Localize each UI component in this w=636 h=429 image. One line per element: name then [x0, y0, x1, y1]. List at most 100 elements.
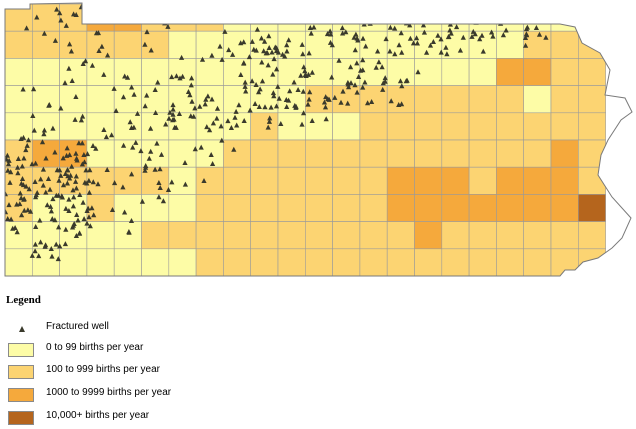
grid-cell [5, 112, 33, 141]
fractured-well-marker [152, 166, 158, 172]
fractured-well-marker [201, 12, 207, 18]
fractured-well-marker [163, 121, 169, 127]
grid-cell [31, 58, 60, 86]
fractured-well-marker [33, 160, 39, 166]
fractured-well-marker [295, 87, 301, 92]
grid-cell [359, 166, 388, 195]
grid-cell [277, 166, 306, 195]
grid-cell [468, 166, 497, 195]
fractured-well-marker [82, 58, 89, 64]
fractured-well-marker [160, 198, 166, 204]
grid-cell [332, 221, 361, 250]
fractured-well-marker [477, 14, 483, 20]
fractured-well-marker [392, 25, 398, 31]
fractured-well-marker [134, 110, 141, 116]
fractured-well-marker [148, 47, 154, 53]
fractured-well-marker [41, 127, 47, 133]
fractured-well-marker [365, 100, 371, 106]
fractured-well-marker [282, 53, 288, 59]
fractured-well-marker [410, 40, 417, 46]
fractured-well-marker [67, 41, 73, 47]
fractured-well-marker [17, 201, 23, 207]
fractured-well-marker [58, 172, 64, 178]
fractured-well-marker [369, 8, 375, 13]
fractured-well-marker [46, 102, 52, 108]
grid-cell [59, 3, 88, 32]
fractured-well-marker [44, 202, 50, 208]
legend: Legend Fractured well 0 to 99 births per… [0, 290, 260, 429]
fractured-well-marker [189, 98, 195, 104]
grid-cell [468, 58, 497, 86]
fractured-well-marker [287, 88, 293, 94]
fractured-well-marker [64, 180, 70, 186]
fractured-well-marker [442, 8, 448, 13]
legend-item-fractured-well: Fractured well [8, 320, 258, 338]
legend-item-class-1: 100 to 999 births per year [8, 363, 258, 381]
fractured-well-marker [204, 124, 210, 130]
fractured-well-marker [86, 177, 92, 183]
fractured-well-marker [131, 91, 137, 97]
fractured-well-marker [262, 104, 268, 110]
fractured-well-marker [69, 78, 75, 83]
fractured-well-marker [171, 116, 177, 122]
fractured-well-marker [369, 99, 375, 104]
fractured-well-marker [89, 62, 95, 68]
grid-cell [359, 30, 388, 59]
fractured-well-marker [291, 79, 297, 85]
fractured-well-marker [284, 42, 290, 48]
grid-cell [550, 139, 579, 168]
grid-cell [250, 58, 279, 86]
grid-cell [359, 139, 388, 168]
fractured-well-marker [113, 108, 119, 113]
fractured-well-marker [93, 30, 100, 36]
grid-cell [113, 248, 142, 276]
grid-cell [414, 194, 443, 222]
fractured-well-marker [77, 192, 83, 197]
fractured-well-marker [286, 37, 292, 43]
fractured-well-marker [45, 176, 52, 181]
fractured-well-marker [383, 36, 389, 42]
fractured-well-marker [40, 182, 46, 188]
grid-cell [168, 194, 197, 222]
fractured-well-marker [208, 18, 215, 24]
fractured-well-marker [259, 78, 266, 84]
fractured-well-marker [157, 166, 163, 172]
fractured-well-marker [74, 212, 80, 217]
fractured-well-marker [129, 84, 135, 90]
grid-cell [141, 58, 170, 86]
fractured-well-marker [356, 74, 362, 79]
fractured-well-marker [389, 18, 395, 23]
fractured-well-marker [73, 94, 79, 99]
fractured-well-marker [144, 29, 150, 35]
grid-cell [168, 139, 197, 168]
fractured-well-marker [307, 25, 313, 30]
fractured-well-marker [490, 33, 496, 39]
fractured-well-marker [105, 52, 111, 58]
fractured-well-marker [25, 137, 32, 143]
grid-cell [523, 166, 552, 195]
fractured-well-marker [69, 163, 75, 169]
fractured-well-marker [64, 167, 70, 173]
legend-label-3: 10,000+ births per year [46, 410, 150, 421]
fractured-well-marker [522, 35, 529, 40]
fractured-well-marker [52, 217, 58, 223]
grid-cell [250, 194, 279, 222]
fractured-well-marker [214, 115, 220, 121]
grid-cell [223, 58, 251, 86]
fractured-well-marker [24, 142, 30, 148]
fractured-well-marker [352, 82, 358, 88]
fractured-well-marker [52, 37, 58, 43]
grid-cell [359, 194, 388, 222]
fractured-well-marker [241, 118, 247, 123]
fractured-well-marker [96, 48, 102, 53]
grid-cell [468, 139, 497, 168]
grid-cell [414, 85, 443, 114]
fractured-well-marker [41, 30, 47, 36]
fractured-well-marker [121, 142, 127, 148]
grid-cell [141, 248, 170, 276]
fractured-well-marker [306, 50, 312, 56]
fractured-well-marker [210, 161, 216, 166]
grid-cell [414, 166, 443, 195]
fractured-well-marker [218, 123, 224, 129]
grid-cell [523, 112, 552, 141]
